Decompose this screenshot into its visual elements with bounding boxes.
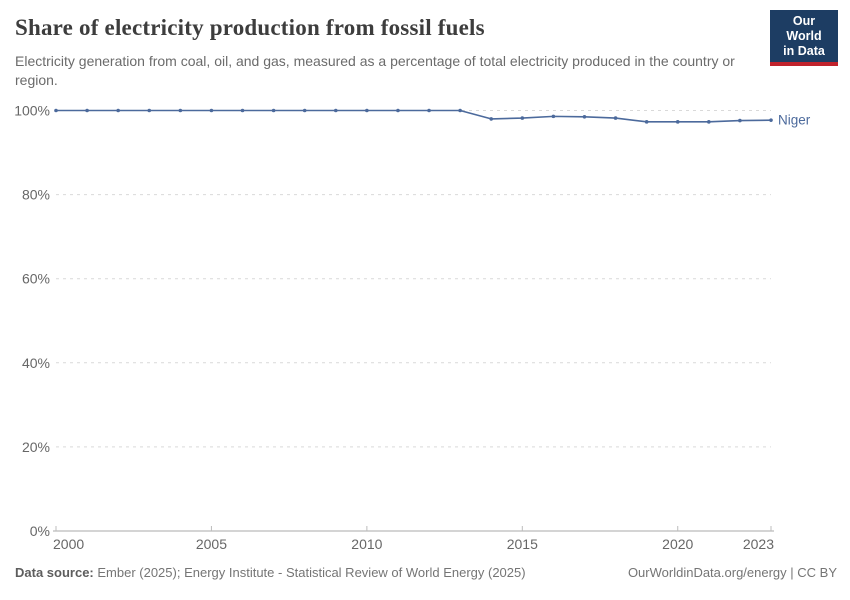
data-point-2002 — [116, 108, 120, 113]
page-title: Share of electricity production from fos… — [15, 15, 485, 40]
data-point-2023 — [769, 118, 773, 122]
data-point-2017 — [582, 115, 587, 119]
y-axis-label-40: 40% — [22, 355, 50, 371]
y-axis-label-80: 80% — [22, 187, 50, 203]
series-end-label: Niger — [778, 113, 811, 128]
data-point-2006 — [240, 108, 245, 113]
data-point-2007 — [271, 108, 276, 113]
owid-logo-line1: Our World — [786, 14, 822, 43]
data-point-2015 — [520, 116, 525, 120]
data-point-2011 — [396, 108, 400, 113]
data-point-2010 — [365, 108, 369, 113]
x-axis-label-2020: 2020 — [662, 536, 693, 552]
x-axis-label-2000: 2000 — [53, 536, 84, 552]
data-source-label: Data source: — [15, 565, 94, 580]
data-point-2012 — [427, 108, 431, 113]
x-axis-label-2005: 2005 — [196, 536, 227, 552]
data-point-2021 — [707, 120, 711, 124]
data-point-2000 — [54, 108, 58, 113]
data-line-niger — [55, 109, 772, 123]
x-axis-label-2015: 2015 — [507, 536, 538, 552]
data-point-2016 — [551, 114, 556, 119]
data-point-2022 — [738, 118, 742, 123]
data-point-2004 — [178, 108, 183, 113]
y-axis-label-60: 60% — [22, 271, 50, 287]
chart-footer: Data source: Ember (2025); Energy Instit… — [15, 565, 837, 580]
data-point-2001 — [85, 108, 89, 113]
data-point-2020 — [675, 120, 680, 124]
y-axis-label-0: 0% — [30, 523, 50, 539]
y-axis-label-20: 20% — [22, 439, 50, 455]
y-axis-label-100: 100% — [14, 103, 50, 119]
data-point-2005 — [209, 108, 214, 113]
data-source-text: Ember (2025); Energy Institute - Statist… — [93, 565, 526, 580]
data-point-2009 — [333, 108, 338, 113]
data-point-2019 — [644, 120, 649, 124]
data-point-2014 — [489, 117, 494, 121]
data-point-2013 — [458, 108, 462, 113]
data-source: Data source: Ember (2025); Energy Instit… — [15, 565, 526, 580]
chart-subtitle: Electricity generation from coal, oil, a… — [15, 53, 735, 88]
x-axis-label-2023: 2023 — [743, 536, 774, 552]
x-axis-label-2010: 2010 — [351, 536, 382, 552]
owid-logo-line2: in Data — [783, 44, 825, 58]
credit-text: OurWorldinData.org/energy | CC BY — [627, 565, 837, 580]
data-point-2018 — [613, 116, 618, 120]
data-point-2008 — [302, 108, 307, 113]
data-point-2003 — [147, 108, 152, 113]
owid-logo: Our World in Data — [770, 10, 838, 66]
